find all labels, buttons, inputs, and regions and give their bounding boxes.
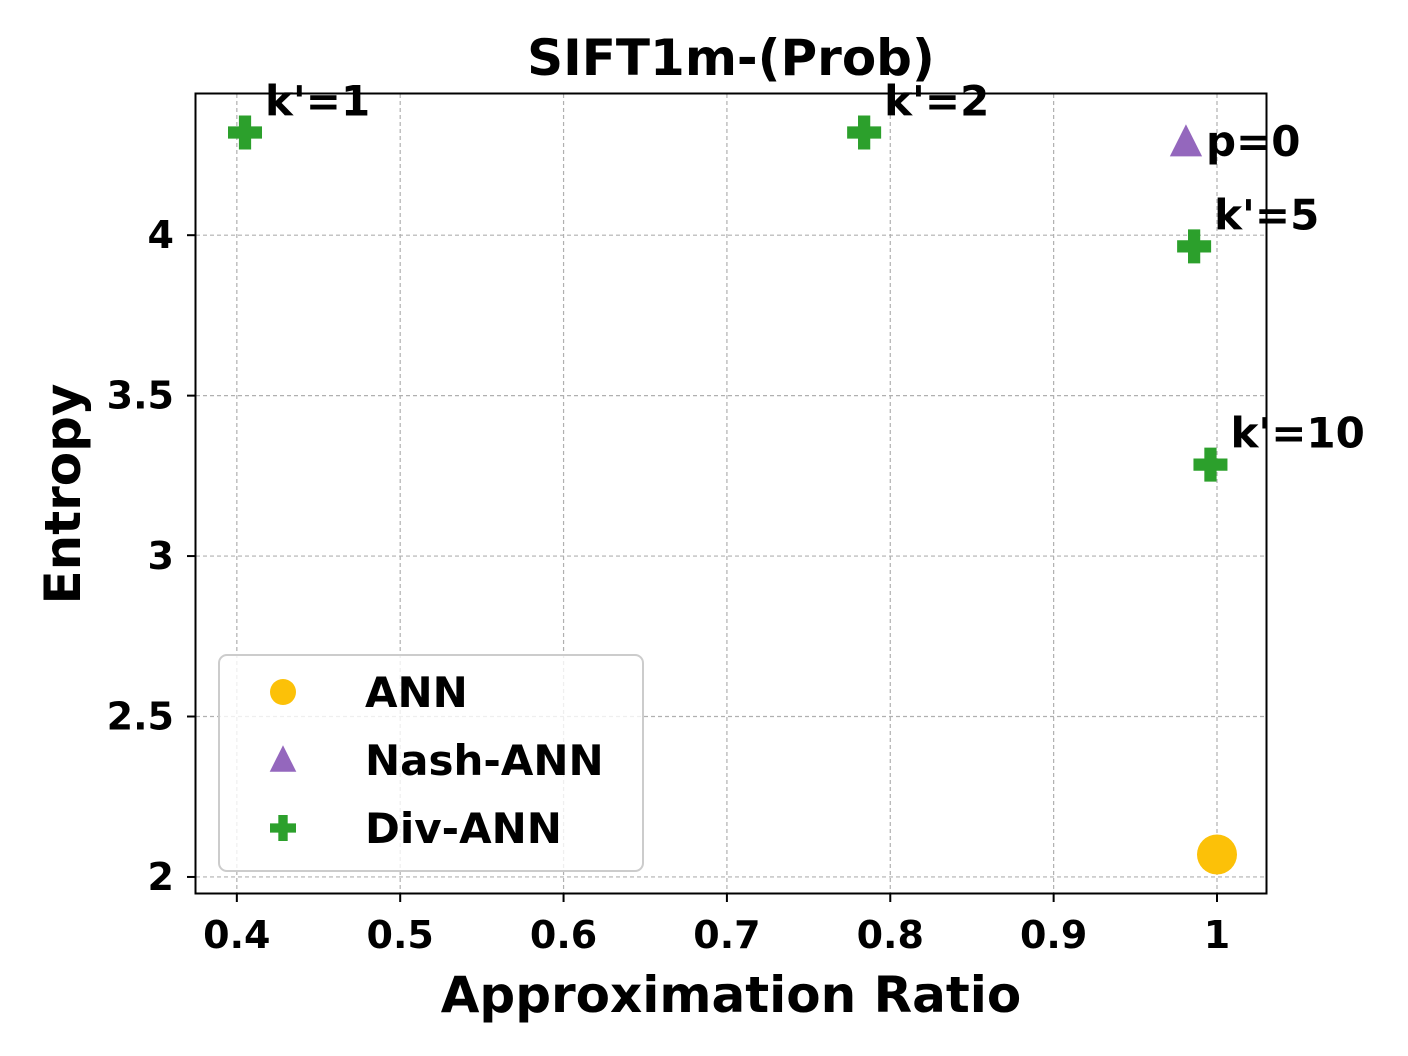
y-tick-label: 4: [148, 213, 174, 257]
plot-area-frame: [194, 92, 1268, 895]
x-tick-label: 0.4: [203, 913, 270, 957]
data-markers: [228, 115, 1237, 875]
ann-point: [1196, 834, 1237, 875]
div-ann-point: [847, 115, 882, 150]
grid-lines: [196, 94, 1266, 893]
x-axis-label: Approximation Ratio: [441, 966, 1022, 1024]
legend-label-ann: ANN: [365, 668, 468, 717]
y-tick-label: 3: [148, 534, 174, 578]
y-tick-label: 2.5: [107, 695, 174, 739]
div-ann-point: [228, 115, 263, 150]
x-tick-label: 1: [1204, 913, 1230, 957]
axis-ticks: 0.4 0.5 0.6 0.7 0.8 0.9 1 2 2.5 3 3.5 4: [107, 213, 1231, 957]
div-ann-point-label: k'=1: [265, 77, 370, 126]
div-ann-point-label: k'=10: [1230, 409, 1364, 458]
x-tick-label: 0.7: [693, 913, 760, 957]
legend: ANN Nash-ANN Div-ANN: [218, 654, 644, 872]
nash-ann-point-label: p=0: [1206, 117, 1300, 166]
y-axis-label: Entropy: [34, 383, 92, 604]
x-tick-label: 0.9: [1020, 913, 1087, 957]
legend-box: [218, 654, 644, 872]
y-tick-label: 2: [148, 855, 174, 899]
x-tick-label: 0.5: [367, 913, 434, 957]
legend-marker-div-ann: [270, 815, 296, 841]
legend-label-div-ann: Div-ANN: [365, 804, 562, 853]
legend-marker-nash-ann: [269, 745, 297, 772]
legend-marker-ann: [270, 679, 296, 705]
x-tick-label: 0.6: [530, 913, 597, 957]
x-tick-label: 0.8: [857, 913, 924, 957]
nash-ann-point: [1169, 124, 1203, 157]
div-ann-point: [1177, 229, 1212, 264]
div-ann-point-label: k'=2: [884, 77, 989, 126]
y-tick-label: 3.5: [107, 374, 174, 418]
point-labels: p=0k'=1 k'=2k'=5k'=10: [265, 77, 1365, 458]
legend-label-nash-ann: Nash-ANN: [365, 736, 604, 785]
chart-title: SIFT1m-(Prob): [527, 29, 935, 87]
div-ann-point: [1193, 447, 1228, 482]
